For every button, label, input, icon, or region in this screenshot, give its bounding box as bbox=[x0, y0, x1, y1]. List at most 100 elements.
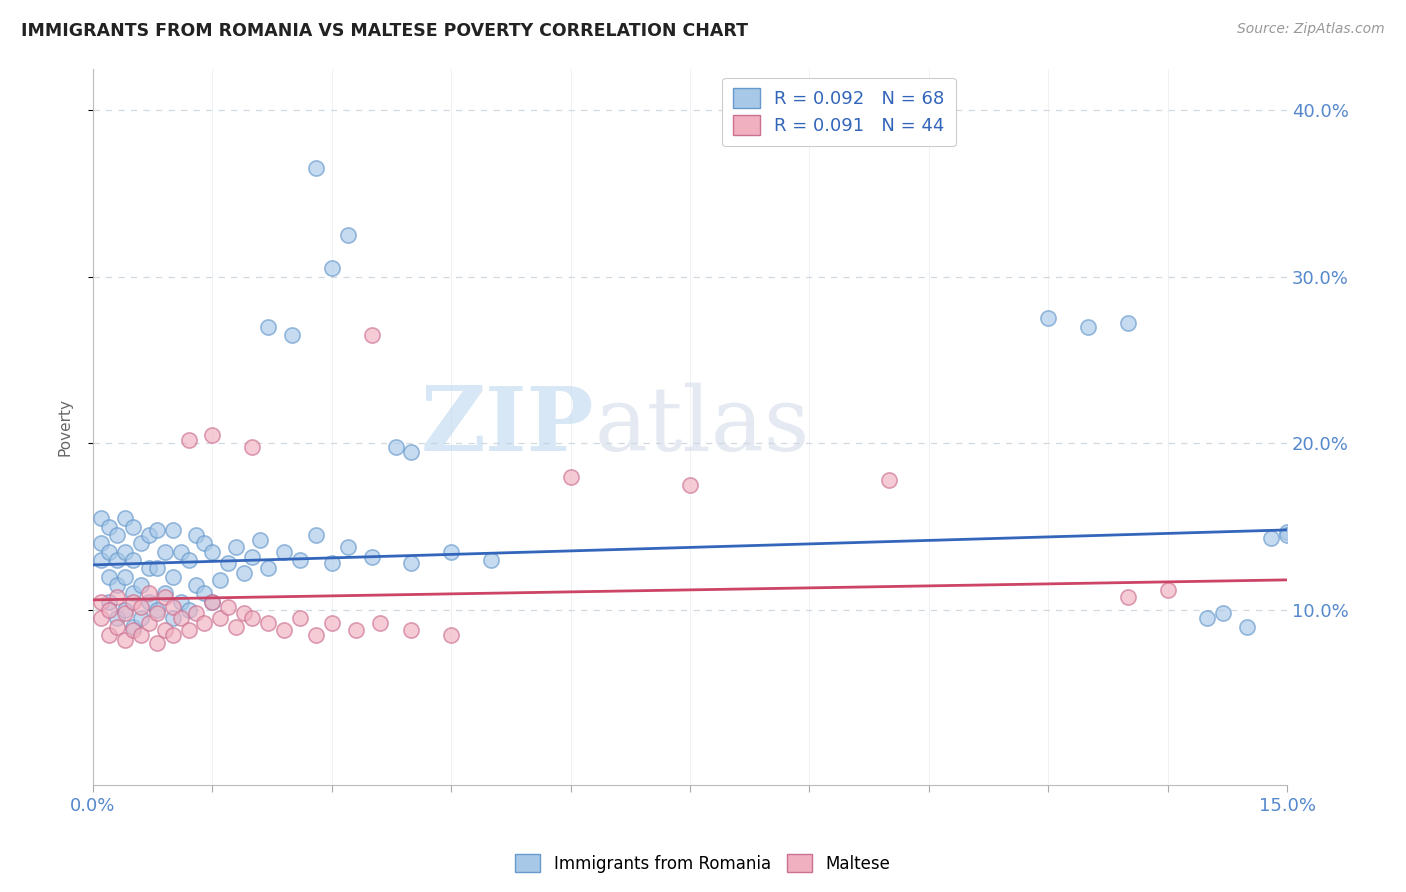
Legend: Immigrants from Romania, Maltese: Immigrants from Romania, Maltese bbox=[509, 847, 897, 880]
Immigrants from Romania bbox=[384, 440, 406, 454]
Maltese bbox=[138, 586, 160, 600]
Maltese bbox=[177, 623, 200, 637]
Immigrants from Romania bbox=[186, 528, 208, 542]
Immigrants from Romania bbox=[105, 553, 128, 567]
Immigrants from Romania bbox=[440, 544, 463, 558]
Immigrants from Romania bbox=[479, 553, 502, 567]
Immigrants from Romania bbox=[97, 544, 120, 558]
Immigrants from Romania bbox=[1038, 311, 1060, 326]
Immigrants from Romania bbox=[209, 573, 232, 587]
Immigrants from Romania bbox=[193, 586, 215, 600]
Immigrants from Romania bbox=[240, 549, 263, 564]
Immigrants from Romania bbox=[90, 536, 112, 550]
Maltese bbox=[90, 594, 112, 608]
Immigrants from Romania bbox=[121, 619, 143, 633]
Maltese bbox=[145, 636, 167, 650]
Maltese bbox=[321, 616, 343, 631]
Immigrants from Romania bbox=[1212, 606, 1234, 620]
Maltese bbox=[273, 623, 295, 637]
Immigrants from Romania bbox=[360, 549, 382, 564]
Immigrants from Romania bbox=[321, 556, 343, 570]
Immigrants from Romania bbox=[145, 523, 167, 537]
Maltese bbox=[344, 623, 367, 637]
Immigrants from Romania bbox=[233, 566, 256, 581]
Immigrants from Romania bbox=[186, 578, 208, 592]
Maltese bbox=[305, 628, 328, 642]
Immigrants from Romania bbox=[401, 556, 423, 570]
Maltese bbox=[138, 616, 160, 631]
Immigrants from Romania bbox=[1275, 528, 1298, 542]
Immigrants from Romania bbox=[162, 523, 184, 537]
Maltese bbox=[201, 594, 224, 608]
Immigrants from Romania bbox=[114, 603, 136, 617]
Maltese bbox=[560, 469, 582, 483]
Immigrants from Romania bbox=[257, 319, 280, 334]
Immigrants from Romania bbox=[90, 553, 112, 567]
Maltese bbox=[121, 594, 143, 608]
Immigrants from Romania bbox=[1197, 611, 1219, 625]
Maltese bbox=[288, 611, 311, 625]
Immigrants from Romania bbox=[257, 561, 280, 575]
Maltese bbox=[440, 628, 463, 642]
Maltese bbox=[217, 599, 239, 614]
Maltese bbox=[129, 628, 152, 642]
Maltese bbox=[360, 328, 382, 343]
Y-axis label: Poverty: Poverty bbox=[58, 398, 72, 456]
Immigrants from Romania bbox=[305, 528, 328, 542]
Immigrants from Romania bbox=[281, 328, 304, 343]
Text: atlas: atlas bbox=[595, 383, 810, 470]
Maltese bbox=[201, 428, 224, 442]
Maltese bbox=[177, 433, 200, 447]
Maltese bbox=[162, 599, 184, 614]
Immigrants from Romania bbox=[138, 561, 160, 575]
Immigrants from Romania bbox=[153, 586, 176, 600]
Immigrants from Romania bbox=[1236, 619, 1258, 633]
Maltese bbox=[1156, 582, 1178, 597]
Immigrants from Romania bbox=[105, 528, 128, 542]
Maltese bbox=[877, 473, 900, 487]
Maltese bbox=[368, 616, 391, 631]
Maltese bbox=[169, 611, 191, 625]
Immigrants from Romania bbox=[169, 594, 191, 608]
Immigrants from Romania bbox=[129, 578, 152, 592]
Immigrants from Romania bbox=[336, 540, 359, 554]
Maltese bbox=[114, 606, 136, 620]
Maltese bbox=[233, 606, 256, 620]
Immigrants from Romania bbox=[114, 544, 136, 558]
Immigrants from Romania bbox=[129, 536, 152, 550]
Immigrants from Romania bbox=[201, 544, 224, 558]
Immigrants from Romania bbox=[217, 556, 239, 570]
Immigrants from Romania bbox=[201, 594, 224, 608]
Immigrants from Romania bbox=[177, 553, 200, 567]
Immigrants from Romania bbox=[401, 444, 423, 458]
Immigrants from Romania bbox=[105, 578, 128, 592]
Maltese bbox=[153, 590, 176, 604]
Immigrants from Romania bbox=[114, 511, 136, 525]
Text: ZIP: ZIP bbox=[420, 384, 595, 470]
Immigrants from Romania bbox=[97, 519, 120, 533]
Text: IMMIGRANTS FROM ROMANIA VS MALTESE POVERTY CORRELATION CHART: IMMIGRANTS FROM ROMANIA VS MALTESE POVER… bbox=[21, 22, 748, 40]
Immigrants from Romania bbox=[90, 511, 112, 525]
Maltese bbox=[240, 440, 263, 454]
Immigrants from Romania bbox=[336, 228, 359, 243]
Immigrants from Romania bbox=[321, 261, 343, 276]
Immigrants from Romania bbox=[162, 611, 184, 625]
Maltese bbox=[105, 590, 128, 604]
Maltese bbox=[186, 606, 208, 620]
Maltese bbox=[225, 619, 247, 633]
Immigrants from Romania bbox=[153, 544, 176, 558]
Immigrants from Romania bbox=[193, 536, 215, 550]
Maltese bbox=[90, 611, 112, 625]
Maltese bbox=[240, 611, 263, 625]
Maltese bbox=[1116, 590, 1139, 604]
Immigrants from Romania bbox=[97, 594, 120, 608]
Maltese bbox=[114, 632, 136, 647]
Immigrants from Romania bbox=[129, 611, 152, 625]
Immigrants from Romania bbox=[288, 553, 311, 567]
Immigrants from Romania bbox=[169, 544, 191, 558]
Maltese bbox=[129, 599, 152, 614]
Immigrants from Romania bbox=[162, 569, 184, 583]
Maltese bbox=[121, 623, 143, 637]
Immigrants from Romania bbox=[121, 586, 143, 600]
Immigrants from Romania bbox=[1116, 317, 1139, 331]
